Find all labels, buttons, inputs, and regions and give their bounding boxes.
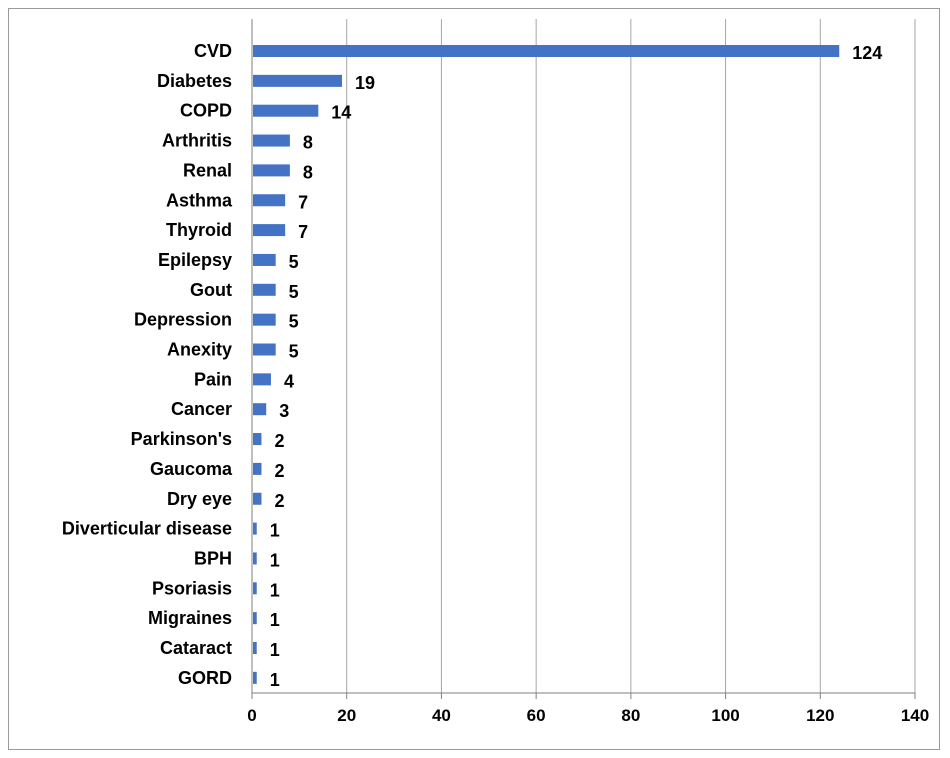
data-label: 1: [270, 580, 280, 600]
data-label: 1: [270, 550, 280, 570]
data-label: 2: [274, 461, 284, 481]
bar: [253, 343, 276, 356]
bar: [253, 104, 319, 117]
bar: [253, 403, 267, 416]
bar: [253, 522, 257, 535]
bar: [253, 373, 271, 386]
category-label: COPD: [180, 101, 232, 121]
bar: [253, 194, 286, 207]
bar: [253, 283, 276, 296]
category-label: Cancer: [171, 399, 232, 419]
x-tick-label: 120: [806, 706, 834, 725]
data-label: 14: [331, 103, 351, 123]
data-label: 1: [270, 610, 280, 630]
data-label: 1: [270, 670, 280, 690]
data-label: 5: [289, 252, 299, 272]
category-label: Thyroid: [166, 220, 232, 240]
bar: [253, 224, 286, 237]
data-label: 3: [279, 401, 289, 421]
bar: [253, 74, 342, 87]
x-tick-label: 20: [337, 706, 356, 725]
x-tick-label: 80: [621, 706, 640, 725]
bar: [253, 642, 257, 654]
category-label: GORD: [178, 668, 232, 688]
category-label: Parkinson's: [131, 429, 232, 449]
bar: [253, 671, 257, 684]
category-label: Diverticular disease: [62, 519, 232, 539]
data-label: 2: [274, 491, 284, 511]
data-label: 8: [303, 133, 313, 153]
bar: [253, 433, 262, 446]
data-label: 7: [298, 192, 308, 212]
bar: [253, 462, 262, 475]
x-tick-label: 140: [901, 706, 929, 725]
category-label: Depression: [134, 310, 232, 330]
data-label: 4: [284, 371, 294, 391]
axes: [251, 19, 916, 699]
chart-frame: 0 20 40 60 80 100 120 140 CVD 124 Diabetes 19 COPD 14…: [8, 8, 940, 750]
bar: [253, 552, 257, 565]
data-label: 8: [303, 162, 313, 182]
data-label: 1: [270, 521, 280, 541]
bar: [253, 313, 276, 326]
category-label: Psoriasis: [152, 578, 232, 598]
category-label: Pain: [194, 369, 232, 389]
bar: [253, 164, 290, 177]
x-tick-label: 40: [432, 706, 451, 725]
bar: [253, 492, 262, 505]
category-label: CVD: [194, 41, 232, 61]
gridlines: [346, 19, 916, 693]
x-tick-label: 60: [527, 706, 546, 725]
bar: [253, 612, 257, 625]
category-label: Cataract: [160, 638, 232, 658]
category-label: Dry eye: [167, 489, 232, 509]
bars: [253, 45, 840, 684]
category-label: Diabetes: [157, 71, 232, 91]
category-label: Migraines: [148, 608, 232, 628]
data-label: 7: [298, 222, 308, 242]
bar: [253, 134, 290, 147]
category-label: Renal: [183, 160, 232, 180]
data-label: 5: [289, 312, 299, 332]
category-label: BPH: [194, 548, 232, 568]
category-label: Asthma: [166, 190, 233, 210]
category-label: Arthritis: [162, 131, 232, 151]
category-label: Gout: [190, 280, 232, 300]
category-label: Anexity: [167, 340, 232, 360]
x-tick-label: 0: [247, 706, 256, 725]
data-label: 5: [289, 282, 299, 302]
bar: [253, 582, 257, 595]
data-label: 5: [289, 342, 299, 362]
bar: [253, 253, 276, 266]
x-tick-label: 100: [711, 706, 739, 725]
data-label: 2: [274, 431, 284, 451]
data-label: 124: [852, 43, 882, 63]
data-label: 19: [355, 73, 375, 93]
category-label: Gaucoma: [150, 459, 233, 479]
category-label: Epilepsy: [158, 250, 232, 270]
data-label: 1: [270, 640, 280, 660]
bar: [253, 45, 840, 57]
